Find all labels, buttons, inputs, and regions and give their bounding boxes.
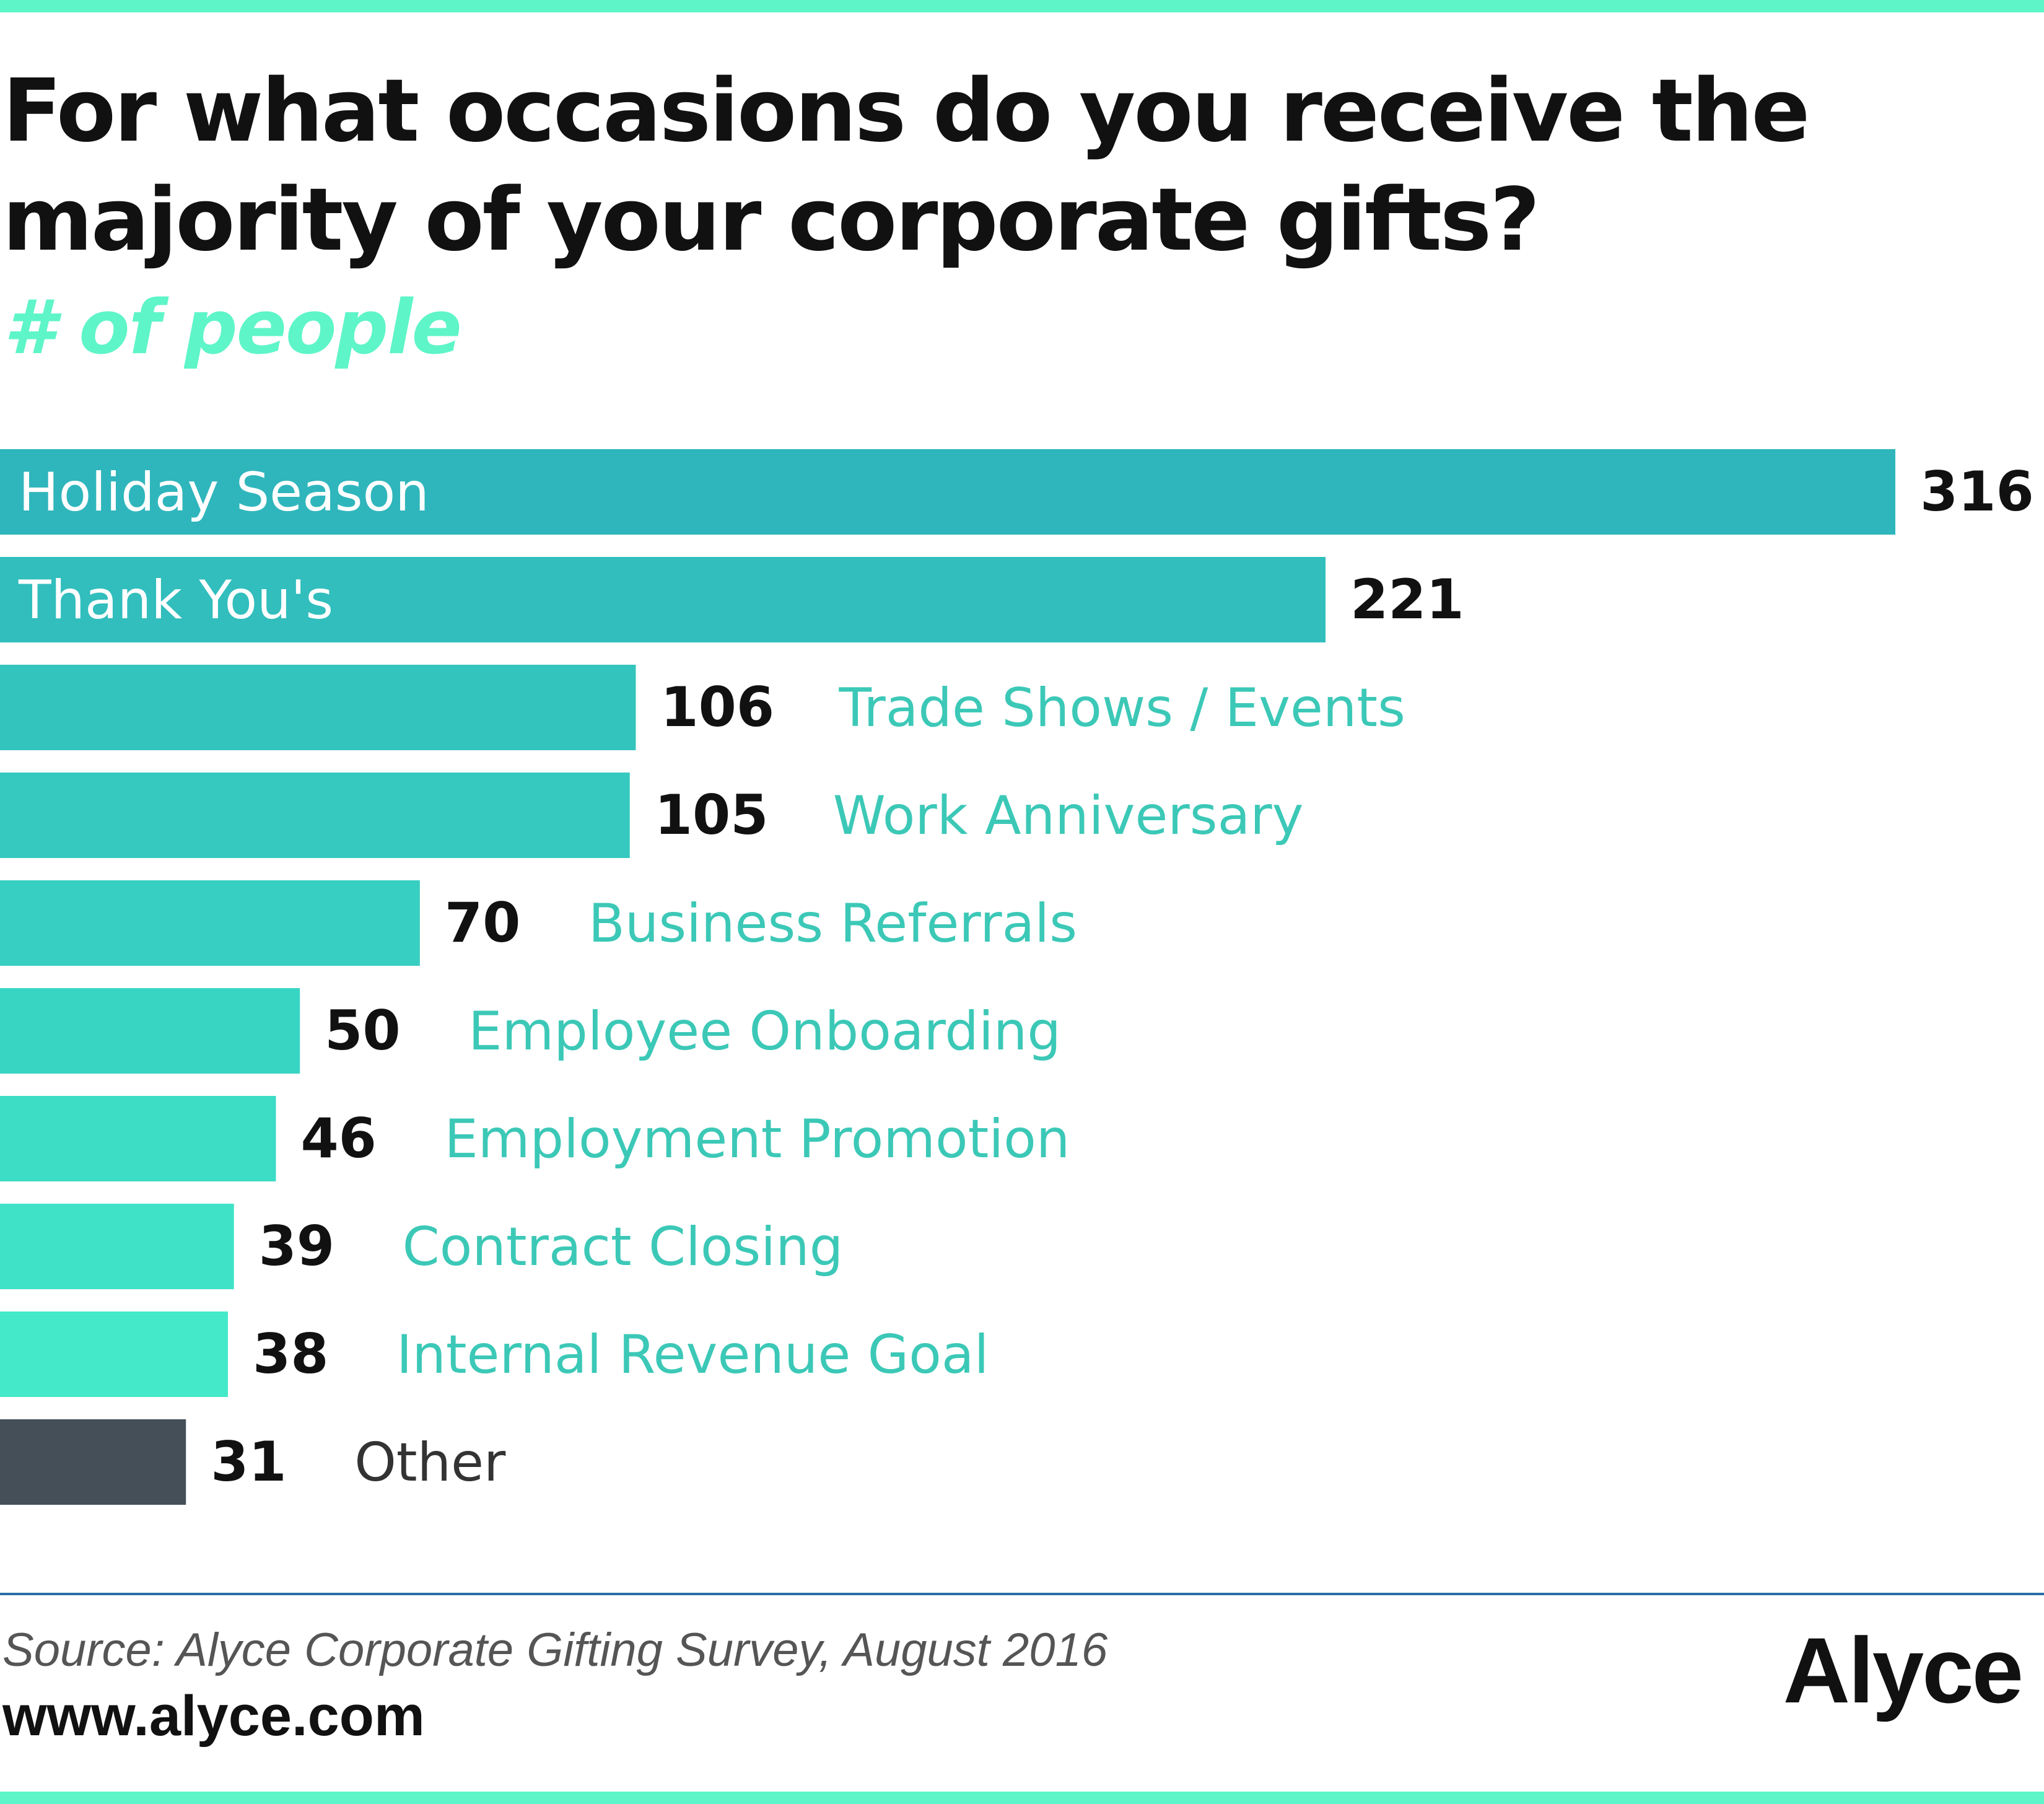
bar-value-label: 50 — [325, 999, 400, 1062]
bar-value-label: 221 — [1350, 567, 1464, 631]
source-note: Source: Alyce Corporate Gifting Survey, … — [2, 1624, 1108, 1676]
bar — [0, 1419, 186, 1505]
category-label: Other — [354, 1432, 506, 1494]
website-url: www.alyce.com — [2, 1684, 425, 1748]
category-label: Contract Closing — [403, 1216, 844, 1278]
category-label: Thank You's — [18, 569, 333, 631]
bar — [0, 665, 636, 750]
bar-value-label: 38 — [253, 1322, 328, 1386]
chart-subtitle: # of people — [4, 285, 462, 371]
bar-value-label: 39 — [259, 1214, 334, 1278]
bar-value-label: 70 — [445, 891, 520, 955]
bar-chart: 316 Holiday Season 221 Thank You's 106 Trade … — [0, 449, 2034, 1505]
alyce-logo: Alyce — [1783, 1618, 2024, 1722]
bar — [0, 449, 1895, 535]
bar-value-label: 105 — [655, 783, 769, 847]
bottom-accent-rule — [0, 1792, 2044, 1804]
category-label: Employment Promotion — [444, 1108, 1070, 1170]
bar — [0, 988, 300, 1074]
category-label: Work Anniversary — [833, 785, 1304, 847]
bar-value-label: 316 — [1920, 460, 2034, 523]
category-label: Business Referrals — [588, 893, 1077, 955]
bar — [0, 880, 420, 966]
category-label: Holiday Season — [19, 462, 429, 523]
category-label: Employee Onboarding — [468, 1001, 1061, 1062]
category-label: Trade Shows / Events — [838, 677, 1405, 739]
category-label: Internal Revenue Goal — [396, 1324, 989, 1386]
bar — [0, 773, 630, 858]
top-accent-rule — [0, 0, 2044, 12]
bar — [0, 1204, 234, 1289]
footer-divider — [0, 1593, 2044, 1595]
bar-value-label: 46 — [300, 1106, 376, 1170]
bar-value-label: 106 — [660, 675, 774, 739]
chart-title: For what occasions do you receive the ma… — [2, 61, 1810, 271]
bar — [0, 557, 1326, 642]
bar — [0, 1311, 228, 1397]
bar — [0, 1096, 276, 1181]
bar-value-label: 31 — [211, 1430, 286, 1494]
